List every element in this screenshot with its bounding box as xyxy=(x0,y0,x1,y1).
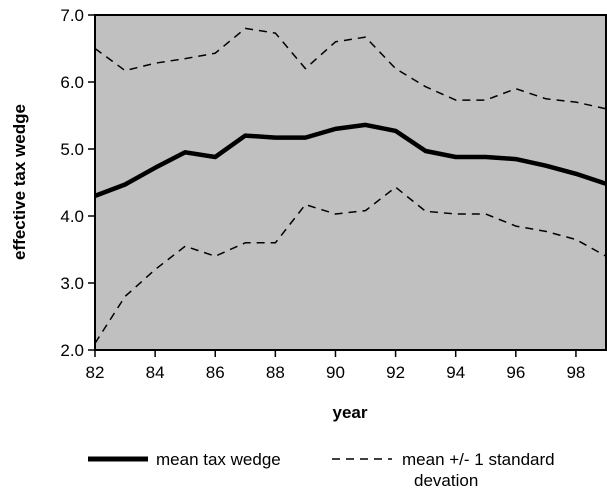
y-tick-label: 3.0 xyxy=(60,274,84,293)
plot-area-frame xyxy=(94,14,607,351)
x-tick-label: 94 xyxy=(446,363,465,382)
y-axis-title: effective tax wedge xyxy=(10,104,29,260)
x-tick-label: 98 xyxy=(566,363,585,382)
y-tick-label: 7.0 xyxy=(60,6,84,25)
x-tick-label: 90 xyxy=(326,363,345,382)
series-layer xyxy=(94,27,607,344)
legend-label-std-dev-line2: devation xyxy=(414,471,478,490)
legend-label-std-dev-line1: mean +/- 1 standard xyxy=(402,450,555,469)
x-axis-ticks: 82 84 86 88 90 92 94 96 98 xyxy=(86,350,585,382)
x-tick-label: 88 xyxy=(266,363,285,382)
legend: mean tax wedge mean +/- 1 standard devat… xyxy=(88,450,555,490)
x-tick-label: 96 xyxy=(506,363,525,382)
y-tick-label: 4.0 xyxy=(60,207,84,226)
legend-label-mean-tax-wedge: mean tax wedge xyxy=(156,450,281,469)
x-tick-label: 84 xyxy=(146,363,165,382)
plot-area-background xyxy=(95,15,606,350)
y-axis-ticks: 2.0 3.0 4.0 5.0 6.0 7.0 xyxy=(60,6,95,360)
series-line-mean-tax-wedge xyxy=(94,122,607,199)
x-tick-label: 86 xyxy=(206,363,225,382)
x-axis-title: year xyxy=(333,403,368,422)
series-line-upper-std-dev xyxy=(94,27,607,110)
x-tick-label: 92 xyxy=(386,363,405,382)
y-tick-label: 5.0 xyxy=(60,140,84,159)
series-line-lower-std-dev xyxy=(94,186,607,344)
y-tick-label: 6.0 xyxy=(60,73,84,92)
x-tick-label: 82 xyxy=(86,363,105,382)
y-tick-label: 2.0 xyxy=(60,341,84,360)
